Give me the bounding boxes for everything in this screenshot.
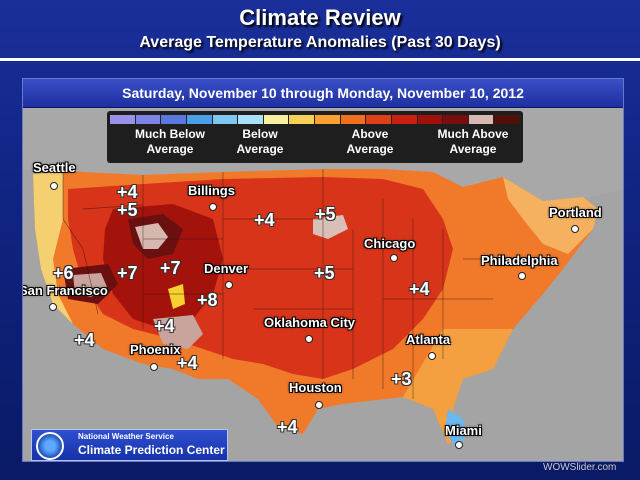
city-label-miami: Miami <box>445 423 482 438</box>
anomaly-label: +5 <box>117 200 138 220</box>
anomaly-label: +4 <box>254 210 275 230</box>
anomaly-label: +3 <box>391 369 412 389</box>
city-dot-portland <box>571 225 579 233</box>
extreme-patch-2-core <box>73 273 107 297</box>
legend-swatch <box>212 115 239 124</box>
city-dot-oklahoma-city <box>305 335 313 343</box>
legend-swatch <box>135 115 162 124</box>
city-label-chicago: Chicago <box>364 236 416 251</box>
state-borders <box>62 169 543 399</box>
anomaly-label: +4 <box>277 417 298 437</box>
legend-swatch <box>391 115 418 124</box>
legend-swatch <box>366 115 392 124</box>
legend-swatch <box>494 115 520 124</box>
anomaly-label: +8 <box>197 290 218 310</box>
legend-swatch <box>443 115 469 124</box>
header-divider <box>0 58 640 61</box>
four-corners-patch <box>168 284 185 309</box>
date-range-banner: Saturday, November 10 through Monday, No… <box>23 79 623 108</box>
city-label-atlanta: Atlanta <box>406 332 451 347</box>
city-dot-billings <box>209 203 217 211</box>
legend-swatch <box>340 115 367 124</box>
city-label-philadelphia: Philadelphia <box>481 253 558 268</box>
anomaly-label: +4 <box>154 316 175 336</box>
legend-swatch <box>186 115 213 124</box>
cpc-credit-box: National Weather Service Climate Predict… <box>31 429 228 461</box>
legend-label-above: Above Average <box>346 127 394 156</box>
legend-swatch <box>417 115 444 124</box>
city-dot-chicago <box>390 254 398 262</box>
legend-swatch <box>289 115 315 124</box>
city-dot-miami <box>455 441 463 449</box>
color-legend: Much Below Average Below Average Above Aver… <box>107 111 523 163</box>
city-label-seattle: Seattle <box>33 160 76 175</box>
anomaly-label: +4 <box>177 353 198 373</box>
city-label-billings: Billings <box>188 183 235 198</box>
city-dot-phoenix <box>150 363 158 371</box>
city-label-phoenix: Phoenix <box>130 342 181 357</box>
anomaly-label: +6 <box>53 263 74 283</box>
anomaly-label: +4 <box>74 330 95 350</box>
legend-label-much-above: Much Above Average <box>437 127 509 156</box>
florida-below <box>445 409 465 445</box>
legend-color-bar <box>110 115 520 124</box>
city-label-denver: Denver <box>204 261 249 276</box>
legend-swatch <box>238 115 264 124</box>
anomaly-label: +7 <box>160 258 181 278</box>
legend-swatch <box>161 115 187 124</box>
legend-swatch <box>263 115 290 124</box>
city-dot-san-francisco <box>49 303 57 311</box>
anomaly-label: +7 <box>117 263 138 283</box>
anomaly-map: Saturday, November 10 through Monday, No… <box>22 78 624 462</box>
extreme-patch-3 <box>153 315 203 349</box>
page-title: Climate Review <box>239 5 401 30</box>
noaa-logo-icon <box>36 432 64 460</box>
chicago-extreme-patch <box>313 215 348 239</box>
city-dot-denver <box>225 281 233 289</box>
city-label-oklahoma-city: Oklahoma City <box>264 315 356 330</box>
page-subtitle: Average Temperature Anomalies (Past 30 D… <box>139 34 501 51</box>
city-dot-atlanta <box>428 352 436 360</box>
legend-swatch <box>110 115 136 124</box>
city-dot-houston <box>315 401 323 409</box>
city-label-portland: Portland <box>549 205 602 220</box>
anomaly-label: +4 <box>409 279 430 299</box>
anomaly-label: +4 <box>117 182 138 202</box>
city-label-san-francisco: San Francisco <box>22 283 108 298</box>
legend-label-much-below: Much Below Average <box>134 127 205 156</box>
city-dot-philadelphia <box>518 272 526 280</box>
watermark: WOWSlider.com <box>543 462 617 473</box>
agency-label: National Weather Service <box>78 432 174 441</box>
legend-label-below: Below Average <box>236 127 284 156</box>
city-dot-seattle <box>50 182 58 190</box>
center-label: Climate Prediction Center <box>78 443 225 457</box>
city-label-houston: Houston <box>289 380 342 395</box>
anomaly-label: +5 <box>314 263 335 283</box>
legend-swatch <box>468 115 495 124</box>
northeast-mild <box>503 177 598 254</box>
legend-swatch <box>315 115 341 124</box>
anomaly-label: +5 <box>315 204 336 224</box>
